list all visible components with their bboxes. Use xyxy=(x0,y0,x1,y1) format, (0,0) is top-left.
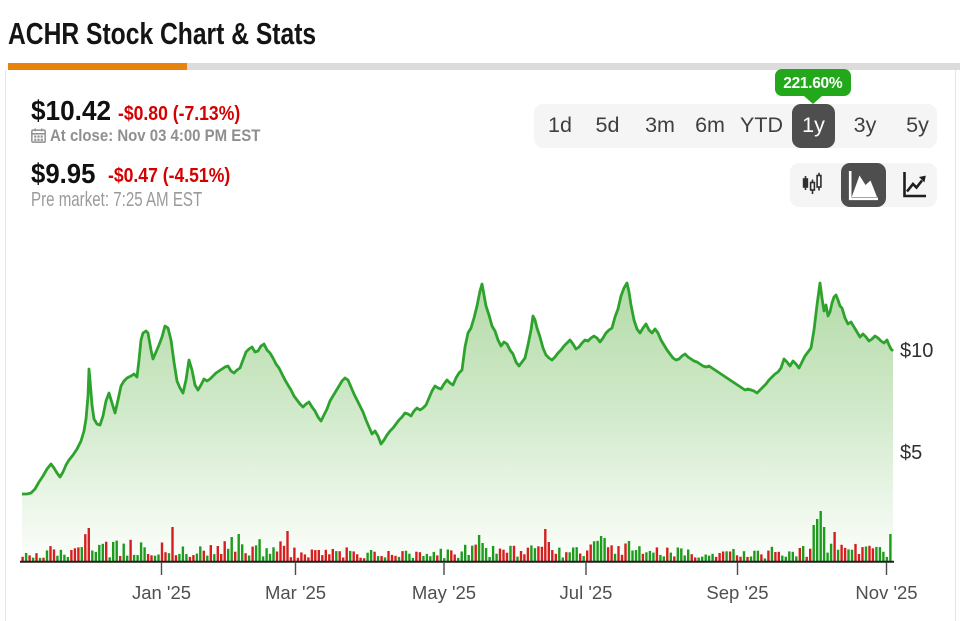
svg-text:Jan '25: Jan '25 xyxy=(132,582,191,603)
svg-text:$5: $5 xyxy=(900,442,922,464)
svg-text:Mar '25: Mar '25 xyxy=(265,582,326,603)
svg-text:$10: $10 xyxy=(900,340,933,362)
svg-text:Nov '25: Nov '25 xyxy=(855,582,917,603)
svg-text:Sep '25: Sep '25 xyxy=(706,582,768,603)
svg-text:Jul '25: Jul '25 xyxy=(560,582,613,603)
svg-text:May '25: May '25 xyxy=(412,582,476,603)
